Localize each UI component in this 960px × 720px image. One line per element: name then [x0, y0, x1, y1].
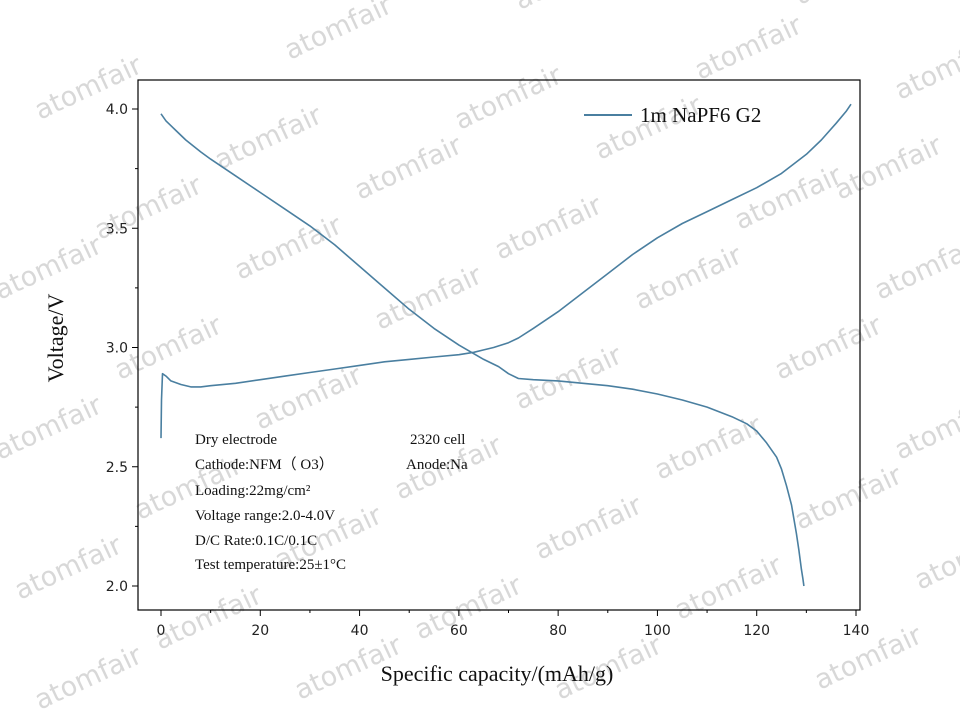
- series-layer: [160, 103, 852, 587]
- watermark-text: atomfair: [280, 0, 398, 66]
- annotation-block: Dry electrode 2320 cell Cathode:NFM（ O3）…: [195, 432, 468, 573]
- watermark-text: atomfair: [30, 49, 148, 126]
- annotation-dry-electrode: Dry electrode: [195, 432, 277, 448]
- y-tick-label: 4.0: [106, 102, 128, 118]
- x-tick-label: 0: [157, 623, 166, 639]
- plot-area-frame: [137, 79, 861, 611]
- y-tick-label: 3.5: [106, 221, 128, 237]
- x-tick-label: 100: [644, 623, 671, 639]
- x-tick-label: 140: [843, 623, 870, 639]
- watermark-text: atomfair: [510, 339, 628, 416]
- watermark-text: atomfair: [890, 29, 960, 106]
- annotation-loading: Loading:22mg/cm²: [195, 483, 311, 499]
- annotation-test-temperature: Test temperature:25±1°C: [195, 557, 346, 573]
- watermark-text: atomfair: [890, 389, 960, 466]
- annotation-cell: 2320 cell: [410, 432, 465, 448]
- watermark-text: atomfair: [30, 639, 148, 716]
- series-line-discharge: [160, 113, 805, 587]
- watermark-text: atomfair: [410, 569, 528, 646]
- annotation-voltage-range: Voltage range:2.0-4.0V: [195, 508, 335, 524]
- y-tick-label: 3.0: [106, 341, 128, 357]
- watermark-text: atomfair: [790, 0, 908, 11]
- watermark-text: atomfair: [150, 579, 268, 656]
- watermark-text: atomfair: [590, 89, 708, 166]
- x-tick-label: 20: [251, 623, 269, 639]
- watermark-text: atomfair: [870, 229, 960, 306]
- watermark-text: atomfair: [350, 129, 468, 206]
- watermark-text: atomfair: [0, 389, 108, 466]
- watermark-text: atomfair: [910, 519, 960, 596]
- x-tick-label: 40: [351, 623, 369, 639]
- annotation-cathode: Cathode:NFM（ O3）: [195, 456, 334, 473]
- watermark-text: atomfair: [530, 489, 648, 566]
- x-axis-title: Specific capacity/(mAh/g): [381, 661, 614, 686]
- y-tick-label: 2.5: [106, 460, 128, 476]
- watermark-text: atomfair: [450, 59, 568, 136]
- watermark-text: atomfair: [670, 549, 788, 626]
- legend: 1m NaPF6 G2: [584, 103, 761, 127]
- watermark-text: atomfair: [830, 129, 948, 206]
- watermark-text: atomfair: [790, 459, 908, 536]
- watermark-text: atomfair: [230, 209, 348, 286]
- annotation-anode: Anode:Na: [406, 457, 468, 473]
- y-tick-label: 2.0: [106, 579, 128, 595]
- x-tick-label: 60: [450, 623, 468, 639]
- x-axis-ticks: 0 20 40 60 80 100 120 140: [157, 610, 870, 639]
- annotation-dc-rate: D/C Rate:0.1C/0.1C: [195, 533, 317, 549]
- watermark-text: atomfair: [510, 0, 628, 16]
- watermark-text: atomfair: [650, 409, 768, 486]
- watermark-text: atomfair: [630, 239, 748, 316]
- y-axis-ticks: 2.0 2.5 3.0 3.5 4.0: [106, 102, 138, 595]
- x-tick-label: 120: [743, 623, 770, 639]
- watermark-text: atomfair: [730, 159, 848, 236]
- x-tick-label: 80: [549, 623, 567, 639]
- series-line-charge: [160, 103, 852, 439]
- y-axis-title: Voltage/V: [43, 293, 68, 382]
- watermark-text: atomfair: [770, 309, 888, 386]
- watermark-text: atomfair: [210, 99, 328, 176]
- watermark-text: atomfair: [690, 9, 808, 86]
- legend-label: 1m NaPF6 G2: [640, 103, 761, 127]
- watermark-text: atomfair: [490, 189, 608, 266]
- watermark-text: atomfair: [250, 359, 368, 436]
